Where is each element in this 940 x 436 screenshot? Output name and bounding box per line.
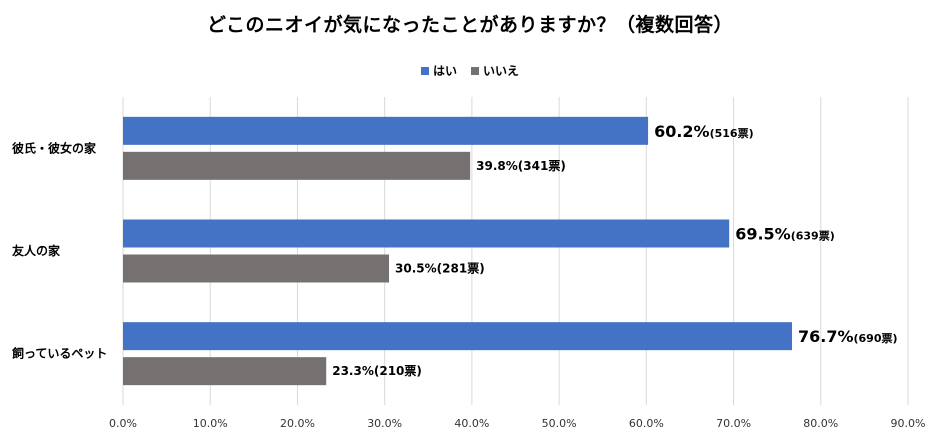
data-label: 69.5%(639票) [735,225,835,244]
data-label: 60.2%(516票) [654,122,754,141]
data-label: 30.5%(281票) [395,262,485,276]
legend: はい いいえ [0,62,940,79]
x-tick-label: 30.0% [367,417,402,430]
bar-no [123,357,327,386]
data-label-votes: (210票) [374,364,422,378]
chart-title: どこのニオイが気になったことがありますか？（複数回答） [207,14,733,36]
data-label-votes: (639票) [791,230,835,243]
data-label-percent: 39.8% [476,159,518,173]
bar-yes [123,322,792,351]
legend-swatch-no [471,66,479,75]
legend-item-yes: はい [420,62,457,79]
x-tick-label: 60.0% [629,417,664,430]
data-label-percent: 60.2% [654,122,710,141]
category-label: 彼氏・彼女の家 [12,140,97,155]
x-tick-label: 80.0% [803,417,838,430]
bar-yes [123,219,730,248]
bar-no [123,151,471,180]
data-label-percent: 76.7% [798,327,854,346]
x-tick-label: 0.0% [109,417,137,430]
data-label-percent: 69.5% [735,225,791,244]
legend-label-yes: はい [432,64,457,78]
data-label: 76.7%(690票) [798,327,898,346]
x-tick-label: 50.0% [542,417,577,430]
category-label: 友人の家 [11,243,61,258]
data-label: 39.8%(341票) [476,159,566,173]
data-label-votes: (516票) [710,127,754,140]
bar-yes [123,116,649,145]
legend-swatch-yes [420,66,429,75]
legend-label-no: いいえ [483,64,520,78]
data-label-percent: 30.5% [395,262,437,276]
data-label-percent: 23.3% [332,364,374,378]
data-label: 23.3%(210票) [332,364,422,378]
legend-item-no: いいえ [471,62,519,79]
x-tick-label: 20.0% [280,417,315,430]
data-label-votes: (341票) [518,159,566,173]
data-label-votes: (281票) [437,262,485,276]
bar-no [123,254,390,283]
x-tick-label: 90.0% [891,417,926,430]
x-tick-label: 40.0% [454,417,489,430]
x-tick-label: 10.0% [193,417,228,430]
data-label-votes: (690票) [854,332,898,345]
category-label: 飼っているペット [11,346,107,361]
x-tick-label: 70.0% [716,417,751,430]
